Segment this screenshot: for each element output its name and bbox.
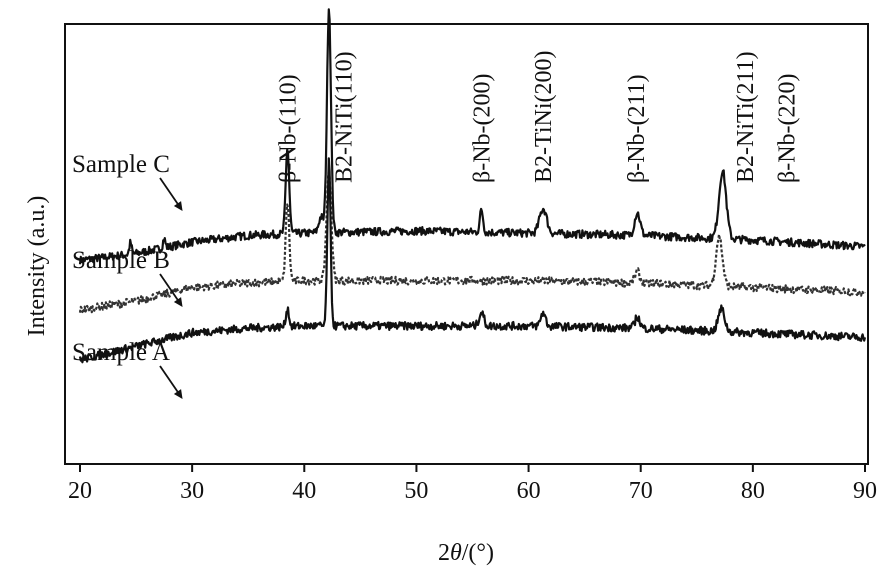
sample-arrow-line (159, 273, 180, 303)
sample-labels: Sample C Sample B Sample A (72, 151, 183, 399)
x-tick-label: 40 (292, 478, 316, 504)
sample-label: Sample B (72, 247, 170, 274)
x-axis-label: 2θ/(°) (438, 540, 494, 566)
x-tick-label: 60 (517, 478, 541, 504)
peak-label: B2-TiNi(200) (531, 51, 557, 183)
sample-label: Sample A (72, 339, 170, 366)
series-line-sample-b (78, 168, 866, 314)
peak-labels: β-Nb-(110) B2-NiTi(110) β-Nb-(200) B2-TiNi(… (276, 51, 801, 183)
x-tick-label: 50 (404, 478, 428, 504)
sample-arrow-head (173, 389, 183, 399)
x-tick-label: 80 (741, 478, 765, 504)
sample-arrow-line (159, 365, 180, 395)
curves (78, 8, 867, 364)
peak-label: β-Nb-(220) (775, 73, 801, 183)
x-axis-label-prefix: 2 (438, 540, 450, 566)
y-axis-label: Intensity (a.u.) (24, 196, 50, 337)
x-tick-label: 70 (629, 478, 653, 504)
sample-arrow-head (173, 201, 183, 211)
peak-label: β-Nb-(200) (470, 73, 496, 183)
plot-frame (64, 23, 869, 465)
x-axis-label-var: θ (450, 540, 462, 566)
peak-label: B2-NiTi(211) (733, 51, 759, 183)
x-tick-label: 20 (68, 478, 92, 504)
sample-label: Sample C (72, 151, 170, 178)
sample-arrow-head (173, 297, 183, 307)
x-tick-label: 30 (180, 478, 204, 504)
peak-label: β-Nb-(110) (276, 74, 302, 183)
series-line-sample-a (78, 157, 867, 364)
x-tick-label: 90 (853, 478, 877, 504)
x-axis: 20 30 40 50 60 70 80 90 (68, 464, 877, 504)
peak-label: β-Nb-(211) (624, 74, 650, 183)
peak-label: B2-NiTi(110) (332, 51, 358, 183)
series-line-sample-c (78, 8, 866, 265)
x-axis-label-suffix: /(°) (462, 540, 494, 566)
sample-arrow-line (159, 177, 180, 207)
